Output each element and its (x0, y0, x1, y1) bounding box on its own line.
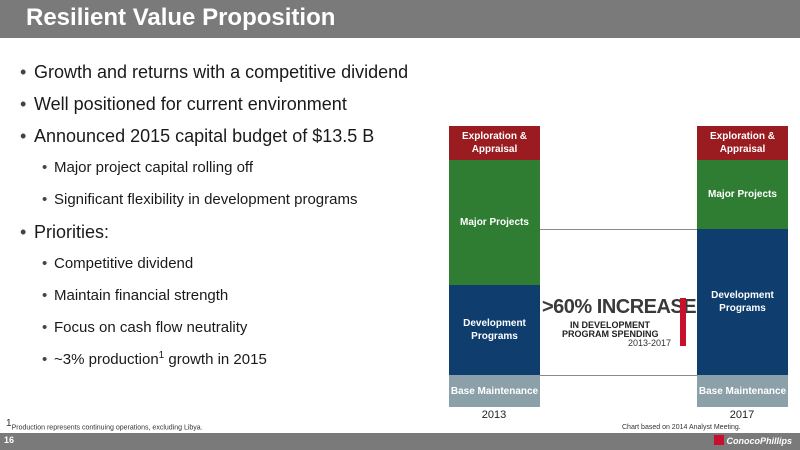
company-logo: ConocoPhillips (714, 435, 792, 446)
footer-bar: 16 ConocoPhillips (0, 433, 800, 450)
bar-2017-major-projects: Major Projects (697, 160, 788, 229)
production-growth-text: growth in 2015 (164, 351, 267, 368)
bar-2017-exploration: Exploration & Appraisal (697, 126, 788, 160)
callout-headline: >60% INCREASE (542, 296, 697, 318)
sub-bullet-production-growth: ~3% production1 growth in 2015 (20, 344, 430, 376)
bar-2017-development: Development Programs (697, 229, 788, 375)
footnote-text: Production represents continuing operati… (11, 424, 203, 432)
chart-source-note: Chart based on 2014 Analyst Meeting. (622, 424, 741, 431)
slide-title: Resilient Value Proposition (26, 4, 336, 31)
bullet-capital-budget: Announced 2015 capital budget of $13.5 B (20, 120, 430, 152)
callout-line-2: PROGRAM SPENDING (562, 329, 659, 339)
category-label-2017: 2017 (729, 409, 755, 421)
logo-mark-icon (714, 435, 725, 445)
bullet-list: Growth and returns with a competitive di… (20, 56, 430, 376)
bullet-priorities: Priorities: (20, 216, 430, 248)
footnote: 1Production represents continuing operat… (6, 419, 203, 432)
sub-bullet-major-project: Major project capital rolling off (20, 152, 430, 184)
footnote-marker: 1 (158, 350, 165, 361)
production-text: ~3% production (54, 351, 159, 368)
sub-bullet-flexibility: Significant flexibility in development p… (20, 184, 430, 216)
bar-2013-exploration: Exploration & Appraisal (449, 126, 540, 160)
sub-bullet-dividend: Competitive dividend (20, 248, 430, 280)
connector-bottom-line (539, 375, 699, 376)
bar-2013-base-maintenance: Base Maintenance (449, 375, 540, 407)
increase-callout: >60% INCREASE IN DEVELOPMENT PROGRAM SPE… (542, 296, 697, 350)
connector-top-line (539, 229, 699, 285)
bullet-growth: Growth and returns with a competitive di… (20, 56, 430, 88)
title-bar: Resilient Value Proposition (0, 0, 800, 38)
bar-2013-development: Development Programs (449, 285, 540, 375)
bar-2017-base-maintenance: Base Maintenance (697, 375, 788, 407)
sub-bullet-cash-flow: Focus on cash flow neutrality (20, 312, 430, 344)
bullet-positioned: Well positioned for current environment (20, 88, 430, 120)
callout-line-1: IN DEVELOPMENT (570, 320, 651, 330)
category-label-2013: 2013 (481, 409, 507, 421)
footnote-number: 1 (6, 418, 12, 429)
callout-accent-bar (680, 298, 686, 346)
logo-text: ConocoPhillips (726, 436, 792, 446)
bar-2013-major-projects: Major Projects (449, 160, 540, 285)
sub-bullet-financial-strength: Maintain financial strength (20, 280, 430, 312)
callout-years: 2013-2017 (628, 338, 672, 348)
page-number: 16 (4, 435, 15, 445)
